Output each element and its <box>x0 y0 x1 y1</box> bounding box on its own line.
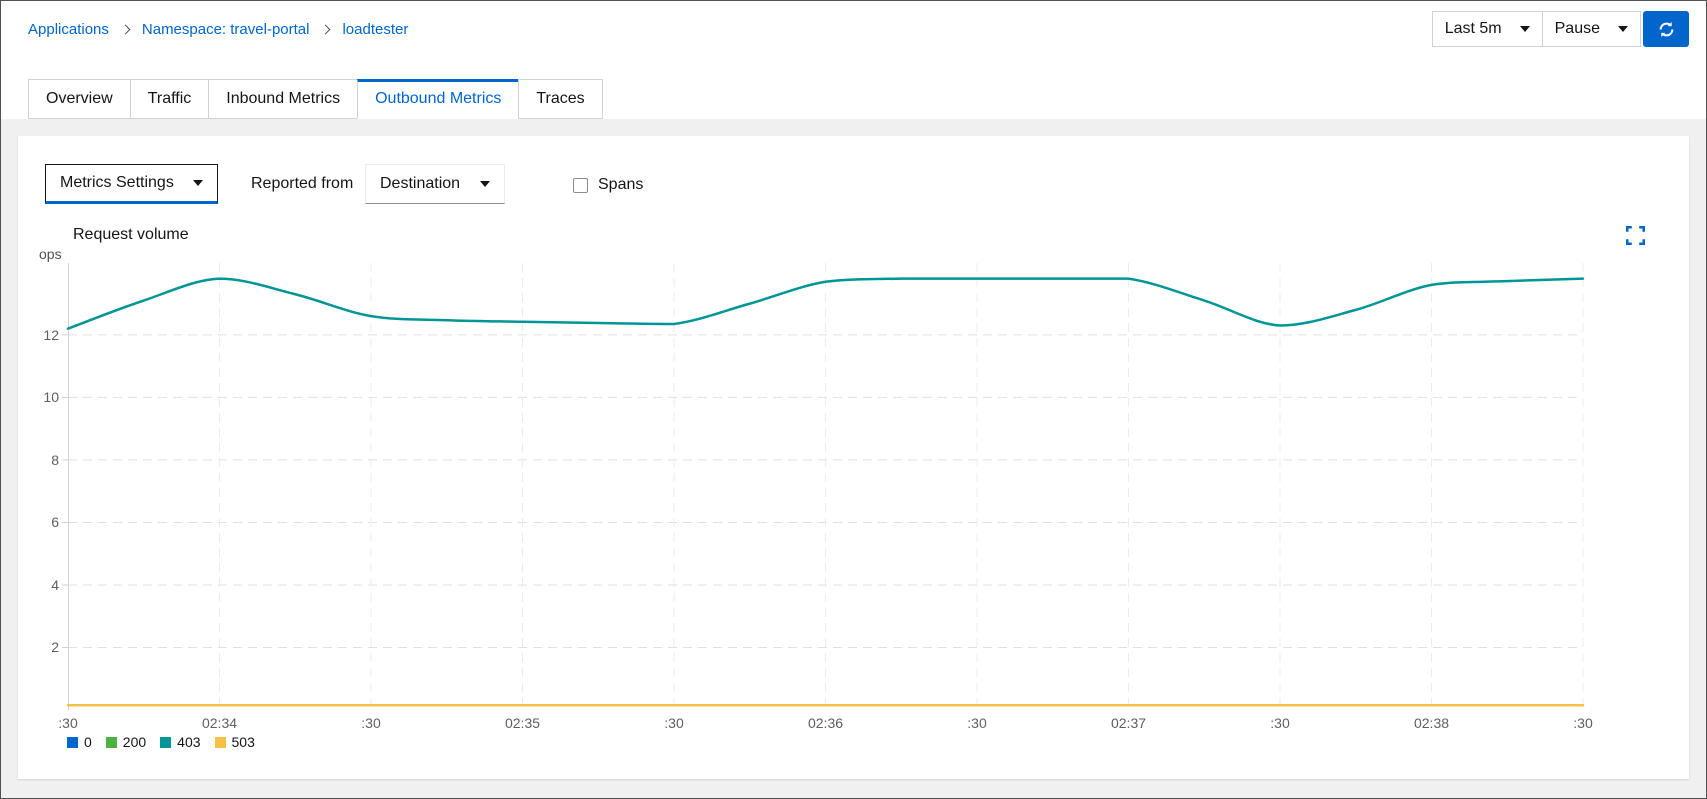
breadcrumb-item[interactable]: Applications <box>28 20 109 38</box>
metrics-settings-label: Metrics Settings <box>60 174 174 191</box>
top-bar: Applications Namespace: travel-portal load… <box>1 1 1706 57</box>
breadcrumb-item[interactable]: Namespace: travel-portal <box>141 20 310 38</box>
y-axis-tick-label: 8 <box>51 451 59 468</box>
y-axis-tick-label: 10 <box>43 389 59 406</box>
chart-title: Request volume <box>73 226 189 243</box>
x-axis-tick-label: :30 <box>664 715 684 731</box>
breadcrumb-item[interactable]: loadtester <box>342 20 409 38</box>
sync-icon <box>1657 20 1676 39</box>
duration-select-value: Last 5m <box>1444 20 1502 37</box>
legend-label: 403 <box>177 734 201 750</box>
chart-legend: 0 200 403 503 <box>67 734 269 750</box>
y-axis-tick-label: 12 <box>43 326 59 343</box>
y-axis-tick-label: 4 <box>51 576 59 593</box>
x-axis-tick-label: :30 <box>361 715 381 731</box>
reported-from-value: Destination <box>380 175 461 192</box>
tab-inbound-metrics[interactable]: Inbound Metrics <box>208 79 359 119</box>
refresh-interval-value: Pause <box>1554 20 1600 37</box>
spans-label: Spans <box>598 176 644 193</box>
legend-label: 503 <box>231 734 255 750</box>
breadcrumb: Applications Namespace: travel-portal load… <box>28 21 408 38</box>
chevron-down-icon <box>193 180 203 186</box>
tab-bar: Overview Traffic Inbound Metrics Outbound M… <box>28 79 1706 119</box>
legend-label: 0 <box>84 734 92 750</box>
refresh-interval-select[interactable]: Pause <box>1541 11 1641 47</box>
reported-from-label: Reported from <box>251 175 354 192</box>
tab-traces[interactable]: Traces <box>518 79 603 119</box>
y-axis-unit: ops <box>39 246 62 262</box>
legend-swatch <box>214 736 226 748</box>
x-axis-tick-label: :30 <box>967 715 987 731</box>
x-axis-tick-label: 02:35 <box>504 715 541 731</box>
chevron-down-icon <box>480 181 490 187</box>
x-axis-tick-label: 02:38 <box>1413 715 1450 731</box>
tab-overview[interactable]: Overview <box>28 79 131 119</box>
breadcrumb-separator-icon <box>120 24 131 34</box>
legend-item-503[interactable]: 503 <box>214 734 255 750</box>
spans-checkbox[interactable] <box>573 177 588 193</box>
x-axis-tick-label: :30 <box>1270 715 1290 731</box>
reported-from-select[interactable]: Destination <box>365 164 505 204</box>
expand-icon[interactable] <box>1626 226 1645 245</box>
legend-swatch <box>160 736 172 748</box>
x-axis-tick-label: 02:37 <box>1110 715 1147 731</box>
tab-outbound-metrics[interactable]: Outbound Metrics <box>357 79 520 119</box>
legend-item-403[interactable]: 403 <box>160 734 201 750</box>
chart-plot-area: 2 4 6 8 10 12 :30 02:34 :30 02:35 :30 02:36 :30 02:37… <box>43 263 1593 731</box>
x-axis-tick-label: 02:36 <box>807 715 844 731</box>
content-area: Metrics Settings Reported from Destinati… <box>1 119 1706 798</box>
y-axis-tick-label: 6 <box>51 514 59 531</box>
duration-select[interactable]: Last 5m <box>1431 11 1543 47</box>
breadcrumb-separator-icon <box>321 24 331 34</box>
legend-label: 200 <box>122 734 147 750</box>
metrics-settings-dropdown[interactable]: Metrics Settings <box>45 164 218 204</box>
tab-traffic[interactable]: Traffic <box>129 79 210 119</box>
chevron-down-icon <box>1519 26 1530 32</box>
refresh-button[interactable] <box>1643 11 1689 47</box>
x-axis-tick-label: 02:34 <box>201 715 238 731</box>
metrics-panel: Metrics Settings Reported from Destinati… <box>18 136 1689 779</box>
request-volume-chart <box>62 263 1585 710</box>
refresh-controls: Last 5m Pause <box>1431 11 1689 47</box>
y-axis-tick-label: 2 <box>51 639 59 656</box>
chevron-down-icon <box>1618 26 1628 32</box>
legend-swatch <box>67 736 78 748</box>
legend-item-0[interactable]: 0 <box>67 734 92 750</box>
x-axis-tick-label: :30 <box>1573 715 1593 731</box>
legend-item-200[interactable]: 200 <box>105 734 147 750</box>
legend-swatch <box>105 736 117 748</box>
spans-option: Spans <box>573 176 643 194</box>
x-axis-tick-label: :30 <box>58 715 78 731</box>
